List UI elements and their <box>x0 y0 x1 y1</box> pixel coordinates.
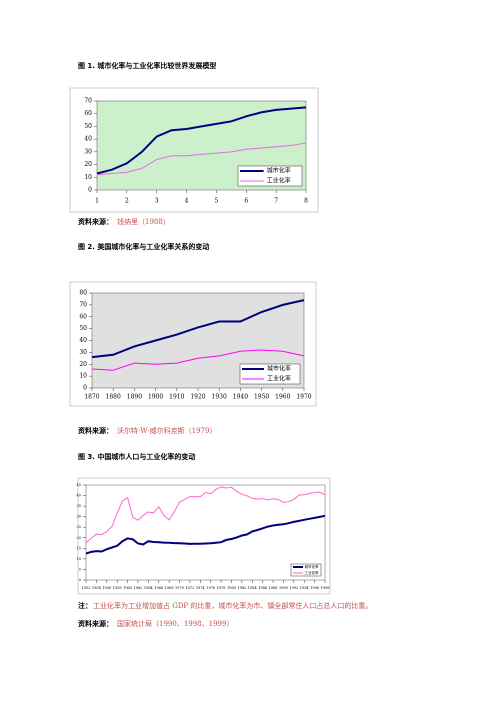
x-tick-label: 1954 <box>92 586 102 590</box>
x-tick-label: 1996 <box>310 586 319 590</box>
x-tick-label: 1976 <box>206 586 215 590</box>
source: 沃尔特·W·威尔科克斯（1979） <box>117 426 216 435</box>
series-line <box>96 142 307 176</box>
x-tick-label: 1940 <box>233 394 248 401</box>
x-tick-label: 1950 <box>254 394 269 401</box>
legend-label: 城市化率 <box>267 365 291 373</box>
legend-label: 城市化率 <box>267 167 291 175</box>
x-tick-label: 1900 <box>148 394 163 401</box>
source: 国家统计局（1990、1998、1999） <box>117 619 233 628</box>
legend-label: 工业化率 <box>305 570 319 575</box>
x-tick-label: 5 <box>215 198 219 205</box>
y-tick-label: 25 <box>77 525 81 529</box>
y-tick-label: 70 <box>79 301 87 308</box>
y-tick-label: 10 <box>84 174 92 181</box>
legend-label: 工业化率 <box>267 375 291 383</box>
x-tick-label: 1992 <box>289 586 298 590</box>
x-tick-label: 1994 <box>300 586 310 590</box>
y-tick-label: 0 <box>88 187 92 194</box>
y-tick-label: 70 <box>84 98 92 105</box>
x-tick-label: 3 <box>155 198 159 205</box>
x-tick-label: 8 <box>304 198 308 205</box>
x-tick-label: 1890 <box>127 394 142 401</box>
y-tick-label: 60 <box>84 110 92 117</box>
y-tick-label: 10 <box>77 557 81 561</box>
x-tick-label: 1930 <box>212 394 227 401</box>
source-label: 资料来源： <box>78 619 113 628</box>
y-tick-label: 20 <box>77 536 81 540</box>
x-tick-label: 1962 <box>133 586 142 590</box>
series-line <box>91 299 305 359</box>
series-line <box>85 486 326 544</box>
x-tick-label: 1998 <box>321 586 330 590</box>
legend-label: 工业化率 <box>267 177 291 185</box>
x-tick-label: 1990 <box>279 586 288 590</box>
x-tick-label: 1920 <box>190 394 205 401</box>
y-tick-label: 50 <box>84 123 92 130</box>
x-tick-label: 1988 <box>269 586 278 590</box>
source: 钱纳里（1988） <box>117 217 170 226</box>
y-tick-label: 30 <box>79 349 87 356</box>
series-line <box>91 349 305 371</box>
x-tick-label: 6 <box>244 198 248 205</box>
x-tick-label: 1952 <box>82 586 91 590</box>
x-tick-label: 1978 <box>217 586 226 590</box>
x-tick-label: 1910 <box>169 394 184 401</box>
y-tick-label: 35 <box>77 504 81 508</box>
x-tick-label: 1960 <box>123 586 132 590</box>
y-tick-label: 30 <box>77 515 81 519</box>
x-tick-label: 1960 <box>275 394 290 401</box>
x-tick-label: 1970 <box>296 394 311 401</box>
y-tick-label: 40 <box>77 494 81 498</box>
x-tick-label: 1968 <box>165 586 174 590</box>
y-tick-label: 45 <box>77 483 81 487</box>
x-tick-label: 1984 <box>248 586 258 590</box>
x-tick-label: 2 <box>125 198 129 205</box>
y-tick-label: 0 <box>83 385 87 392</box>
source-label: 资料来源： <box>78 426 113 435</box>
y-tick-label: 10 <box>79 373 87 380</box>
x-tick-label: 1958 <box>113 586 122 590</box>
y-tick-label: 40 <box>84 136 92 143</box>
figure-title: 图 2. 美国城市化率与工业化率关系的变动 <box>78 242 209 251</box>
x-tick-label: 4 <box>185 198 189 205</box>
x-tick-label: 1972 <box>185 586 194 590</box>
x-tick-label: 1974 <box>196 586 206 590</box>
y-tick-label: 20 <box>79 361 87 368</box>
x-tick-label: 1880 <box>106 394 121 401</box>
y-tick-label: 40 <box>79 337 87 344</box>
y-tick-label: 50 <box>79 325 87 332</box>
x-tick-label: 1982 <box>237 586 246 590</box>
y-tick-label: 60 <box>79 313 87 320</box>
figure-title: 图 1. 城市化率与工业化率比较世界发展模型 <box>78 61 216 70</box>
x-tick-label: 1956 <box>102 586 111 590</box>
y-tick-label: 15 <box>77 546 81 550</box>
x-tick-label: 1970 <box>175 586 184 590</box>
plot-area <box>85 484 326 581</box>
series-line <box>85 514 326 555</box>
legend-label: 城市化率 <box>305 564 319 569</box>
x-tick-label: 1 <box>95 198 99 205</box>
x-tick-label: 7 <box>274 198 278 205</box>
y-tick-label: 5 <box>79 567 81 571</box>
y-tick-label: 20 <box>84 161 92 168</box>
x-tick-label: 1980 <box>227 586 236 590</box>
source-label: 资料来源： <box>78 217 113 226</box>
x-tick-label: 1966 <box>154 586 163 590</box>
note-label: 注： <box>78 601 92 610</box>
y-tick-label: 80 <box>79 290 87 297</box>
figure-title: 图 3. 中国城市人口与工业化率的变动 <box>78 452 195 461</box>
y-tick-label: 30 <box>84 148 92 155</box>
x-tick-label: 1986 <box>258 586 267 590</box>
series-line <box>96 106 307 175</box>
x-tick-label: 1870 <box>84 394 99 401</box>
y-tick-label: 0 <box>79 578 81 582</box>
note: 工业化率为工业增加值占 GDP 的比重，城市化率为市、镇全部常住人口占总人口的比… <box>93 601 372 610</box>
x-tick-label: 1964 <box>144 586 154 590</box>
